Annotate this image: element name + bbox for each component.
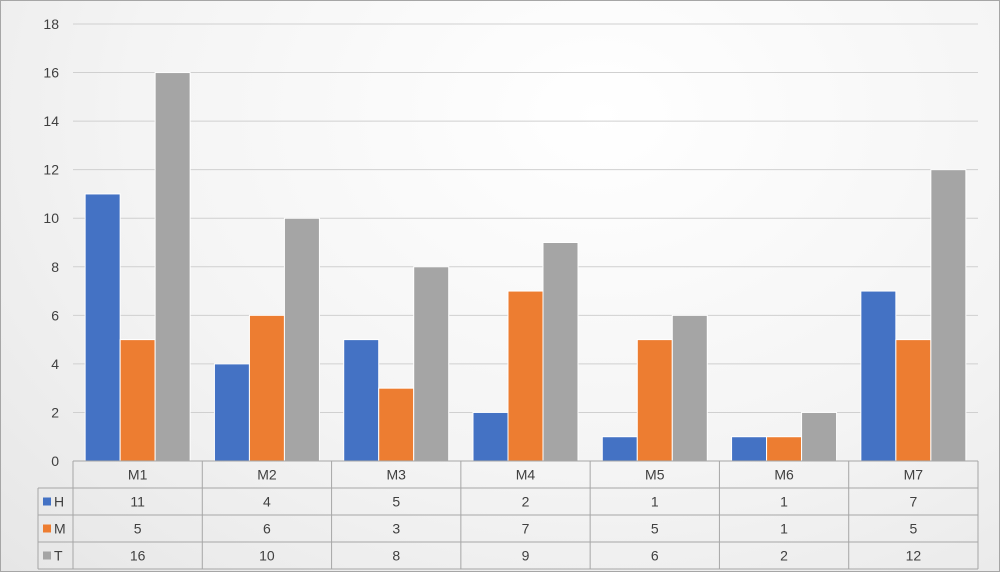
- bar-M-M6: [766, 436, 803, 462]
- data-label-H-M6: 1: [780, 494, 788, 510]
- data-label-T-M1: 16: [130, 548, 146, 564]
- category-label-M6: M6: [774, 467, 794, 483]
- bar-T-M4: [542, 242, 579, 462]
- data-label-M-M1: 5: [134, 521, 142, 537]
- legend-key-M: [43, 524, 51, 533]
- y-tick-label: 12: [43, 162, 59, 178]
- data-label-T-M4: 9: [522, 548, 530, 564]
- data-label-H-M2: 4: [263, 494, 271, 510]
- y-tick-label: 6: [51, 307, 59, 323]
- data-label-H-M7: 7: [909, 494, 917, 510]
- bar-T-M7: [930, 169, 967, 462]
- category-label-M2: M2: [257, 467, 277, 483]
- data-label-T-M5: 6: [651, 548, 659, 564]
- bar-H-M6: [731, 436, 768, 462]
- y-tick-label: 0: [51, 453, 59, 469]
- bar-H-M7: [860, 290, 897, 462]
- category-label-M7: M7: [904, 467, 924, 483]
- bar-M-M5: [636, 339, 673, 462]
- data-label-T-M2: 10: [259, 548, 275, 564]
- bar-M-M3: [378, 387, 415, 462]
- bar-T-M5: [671, 314, 708, 462]
- bar-M-M7: [895, 339, 932, 462]
- bar-T-M1: [154, 72, 191, 462]
- legend-key-H: [43, 497, 51, 506]
- data-label-T-M3: 8: [392, 548, 400, 564]
- legend-label-T: T: [54, 548, 63, 564]
- y-tick-label: 2: [51, 404, 59, 420]
- bar-H-M5: [601, 436, 638, 462]
- bar-H-M3: [343, 339, 380, 462]
- y-tick-label: 10: [43, 210, 59, 226]
- y-tick-label: 16: [43, 65, 59, 81]
- category-label-M1: M1: [128, 467, 148, 483]
- data-label-H-M4: 2: [522, 494, 530, 510]
- data-label-M-M3: 3: [392, 521, 400, 537]
- bar-H-M2: [213, 363, 250, 462]
- legend-key-T: [43, 551, 51, 560]
- category-label-M5: M5: [645, 467, 665, 483]
- bar-T-M2: [283, 217, 320, 462]
- data-label-T-M7: 12: [906, 548, 922, 564]
- data-label-T-M6: 2: [780, 548, 788, 564]
- bar-T-M3: [413, 266, 450, 462]
- data-label-M-M4: 7: [522, 521, 530, 537]
- bar-M-M2: [248, 314, 285, 462]
- y-tick-label: 4: [51, 356, 59, 372]
- data-label-M-M6: 1: [780, 521, 788, 537]
- category-label-M4: M4: [516, 467, 536, 483]
- y-tick-label: 18: [43, 16, 59, 32]
- bar-H-M4: [472, 411, 509, 462]
- data-label-H-M5: 1: [651, 494, 659, 510]
- data-label-M-M7: 5: [909, 521, 917, 537]
- y-tick-label: 8: [51, 259, 59, 275]
- legend-label-M: M: [54, 521, 66, 537]
- data-label-H-M1: 11: [130, 494, 145, 510]
- y-tick-label: 14: [43, 113, 59, 129]
- legend-label-H: H: [54, 494, 64, 510]
- bar-M-M4: [507, 290, 544, 462]
- data-label-M-M5: 5: [651, 521, 659, 537]
- bar-H-M1: [84, 193, 121, 462]
- category-label-M3: M3: [386, 467, 406, 483]
- data-label-M-M2: 6: [263, 521, 271, 537]
- data-label-H-M3: 5: [392, 494, 400, 510]
- bar-T-M6: [801, 411, 838, 462]
- bar-M-M1: [119, 339, 156, 462]
